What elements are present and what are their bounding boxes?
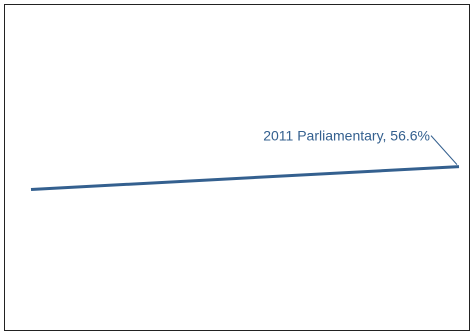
annotation-leader-0 (430, 135, 458, 165)
data-label-0: 2011 Parliamentary, 56.6% (263, 128, 430, 144)
chart-frame (4, 4, 470, 331)
plot-area: 2011 Parliamentary, 56.6% (30, 128, 460, 191)
series-line-0 (30, 165, 460, 191)
